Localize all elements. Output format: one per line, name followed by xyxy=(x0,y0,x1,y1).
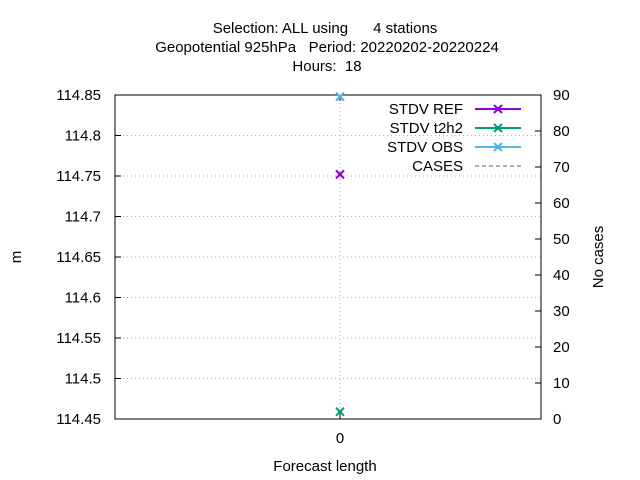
grid-lines xyxy=(115,95,541,419)
chart-title-line-2: Geopotential 925hPa Period: 20220202-202… xyxy=(155,39,499,56)
legend-label: STDV t2h2 xyxy=(390,120,463,137)
y2-tick-label: 0 xyxy=(553,411,561,428)
y-axis-label: m xyxy=(8,251,25,264)
data-point-stdv-t2h2 xyxy=(335,407,345,417)
y-tick-label: 114.55 xyxy=(56,330,101,347)
data-point-stdv-ref xyxy=(335,169,345,180)
y-tick-label: 114.65 xyxy=(56,249,101,266)
y-tick-label: 114.85 xyxy=(56,87,101,104)
legend-marker xyxy=(493,142,503,152)
legend-marker xyxy=(493,123,503,133)
y2-tick-label: 60 xyxy=(553,195,570,212)
y2-tick-label: 30 xyxy=(553,303,570,320)
y-tick-label: 114.75 xyxy=(56,168,101,185)
data-point-stdv-obs xyxy=(335,91,345,102)
y-tick-label: 114.7 xyxy=(65,209,101,226)
legend: STDV REF STDV t2h2 STDV OBS CASES xyxy=(387,101,521,175)
axis-ticks: 114.45 114.5 114.55 114.6 114.65 114.7 114.75 1… xyxy=(56,87,569,447)
x-tick-label: 0 xyxy=(336,430,344,447)
legend-marker xyxy=(493,104,503,114)
chart-title-line-1: Selection: ALL using 4 stations xyxy=(213,20,438,37)
chart-title-line-3: Hours: 18 xyxy=(292,58,361,75)
y2-tick-label: 70 xyxy=(553,159,570,176)
y2-tick-label: 90 xyxy=(553,87,570,104)
y-tick-label: 114.6 xyxy=(65,290,101,307)
y2-tick-label: 40 xyxy=(553,267,570,284)
y2-tick-label: 20 xyxy=(553,339,570,356)
series-marks xyxy=(335,91,345,417)
y-tick-label: 114.5 xyxy=(65,371,101,388)
y2-tick-label: 50 xyxy=(553,231,570,248)
legend-label: STDV OBS xyxy=(387,139,463,156)
legend-label: STDV REF xyxy=(389,101,463,118)
y-tick-label: 114.45 xyxy=(56,411,101,428)
legend-label: CASES xyxy=(412,158,463,175)
x-axis-label: Forecast length xyxy=(273,458,376,475)
y2-axis-label: No cases xyxy=(590,226,607,289)
y2-tick-label: 10 xyxy=(553,375,570,392)
y-tick-label: 114.8 xyxy=(65,128,101,145)
y2-tick-label: 80 xyxy=(553,123,570,140)
